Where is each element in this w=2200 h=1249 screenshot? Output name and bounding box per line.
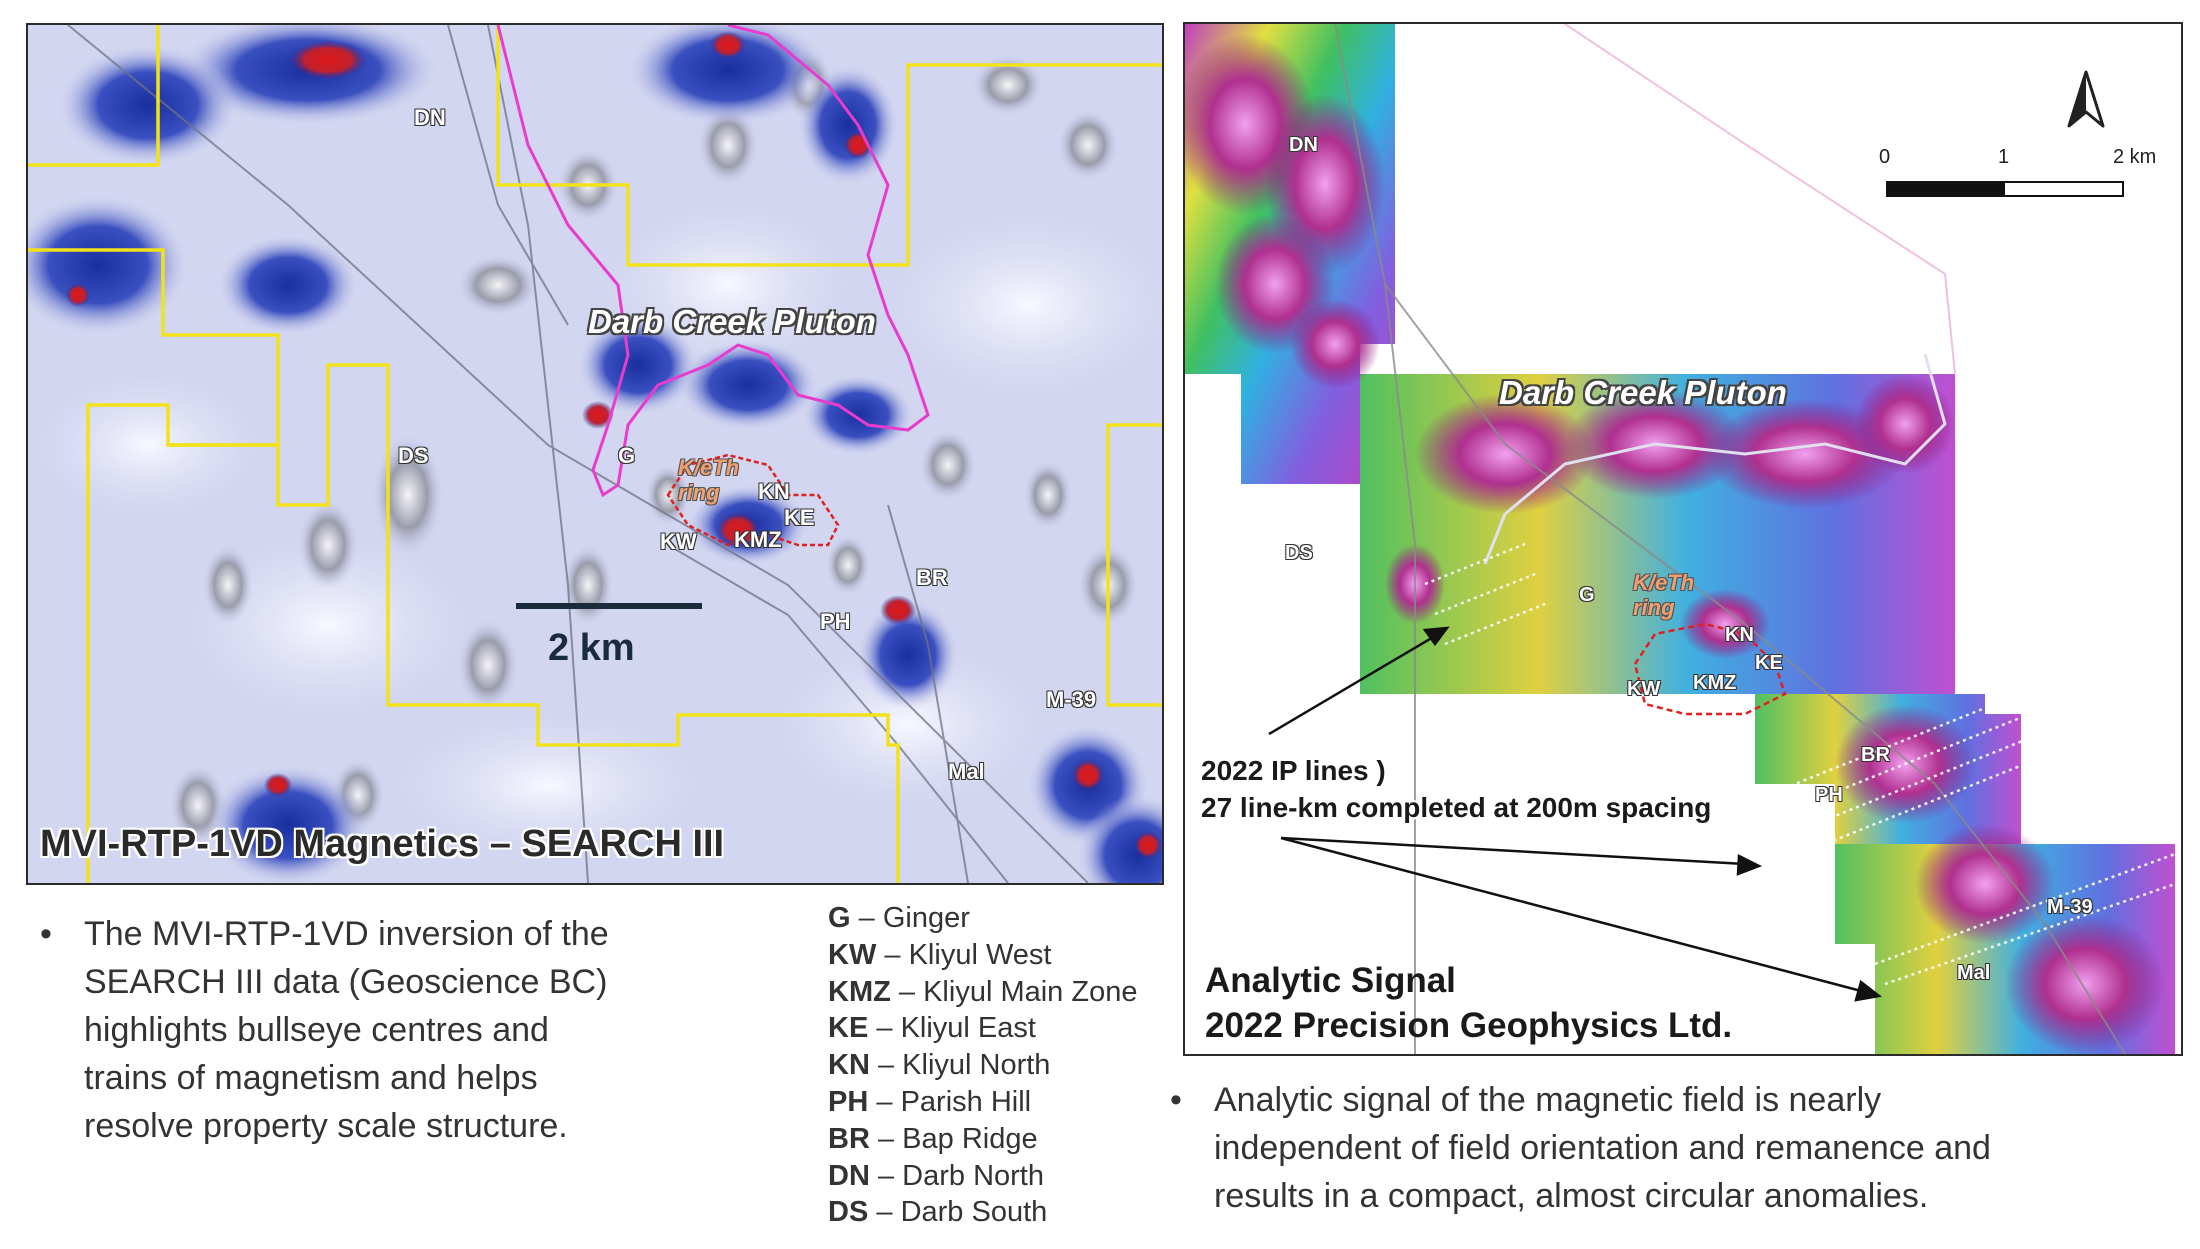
legend-row: DN – Darb North bbox=[828, 1158, 1137, 1195]
legend-row: PH – Parish Hill bbox=[828, 1084, 1137, 1121]
legend-separator: – bbox=[877, 1049, 895, 1082]
bullet-icon: • bbox=[40, 915, 52, 953]
legend-name: Bap Ridge bbox=[902, 1122, 1038, 1155]
legend-code: DN bbox=[828, 1159, 870, 1192]
map-label-br: BR bbox=[1861, 744, 1890, 766]
map-label-ke: KE bbox=[1755, 652, 1783, 674]
map-label-ph: PH bbox=[820, 609, 851, 634]
right-bullet-text: • Analytic signal of the magnetic field … bbox=[1170, 1076, 2180, 1236]
legend-separator: – bbox=[884, 938, 901, 971]
north-arrow-icon bbox=[2067, 70, 2105, 128]
left-bullet-text: • The MVI-RTP-1VD inversion of the SEARC… bbox=[40, 910, 760, 1160]
right-bullet-line: independent of field orientation and rem… bbox=[1214, 1129, 1991, 1167]
legend-row: KE – Kliyul East bbox=[828, 1010, 1137, 1047]
legend-code: KN bbox=[828, 1049, 870, 1082]
legend-row: KW – Kliyul West bbox=[828, 937, 1137, 974]
legend-code: BR bbox=[828, 1122, 870, 1155]
pluton-label: Darb Creek Pluton bbox=[1499, 374, 1787, 411]
legend-separator: – bbox=[858, 902, 875, 934]
left-bullet-lines: The MVI-RTP-1VD inversion of the SEARCH … bbox=[84, 910, 609, 1150]
magnetics-map-panel: DN DS G KN KE KW KMZ BR PH M-39 Mal Darb… bbox=[26, 23, 1164, 885]
map-label-kmz: KMZ bbox=[1693, 672, 1737, 694]
map-label-dn: DN bbox=[414, 105, 446, 130]
legend-code: KMZ bbox=[828, 975, 891, 1008]
map-label-dn: DN bbox=[1289, 134, 1318, 156]
legend-code: KE bbox=[828, 1012, 869, 1045]
legend-name: Darb North bbox=[902, 1159, 1044, 1192]
legend-row: DS – Darb South bbox=[828, 1194, 1137, 1231]
legend-row: KN – Kliyul North bbox=[828, 1047, 1137, 1084]
right-bullet-line: Analytic signal of the magnetic field is… bbox=[1214, 1081, 1882, 1119]
analytic-signal-map-panel: 0 1 2 km DN DS G KN KE KW KMZ BR PH M-39… bbox=[1183, 22, 2183, 1056]
legend-name: Kliyul North bbox=[902, 1049, 1051, 1082]
map-label-mal: Mal bbox=[948, 759, 985, 784]
legend-row: KMZ – Kliyul Main Zone bbox=[828, 974, 1137, 1011]
legend-code: KW bbox=[828, 938, 877, 971]
ring-label: K/eTh ring bbox=[1633, 570, 1694, 620]
ring-label-line1: K/eTh bbox=[1633, 570, 1695, 595]
legend-separator: – bbox=[877, 1159, 895, 1192]
map-label-m39: M-39 bbox=[1046, 687, 1097, 712]
right-bullet-line: results in a compact, almost circular an… bbox=[1214, 1177, 1929, 1215]
left-bullet-line: highlights bullseye centres and bbox=[84, 1011, 549, 1049]
magnetics-map-image bbox=[28, 25, 1162, 883]
legend-separator: – bbox=[876, 1012, 893, 1045]
legend-separator: – bbox=[898, 975, 916, 1008]
legend-code: DS bbox=[828, 1196, 869, 1229]
map-label-m39: M-39 bbox=[2047, 896, 2093, 918]
map-label-mal: Mal bbox=[1957, 962, 1991, 984]
legend-row: BR – Bap Ridge bbox=[828, 1121, 1137, 1158]
legend-name: Kliyul East bbox=[900, 1012, 1036, 1045]
ring-label-line2: ring bbox=[678, 480, 720, 505]
map-title-line1: Analytic Signal bbox=[1205, 961, 1456, 1000]
map-label-ds: DS bbox=[1285, 542, 1313, 564]
left-bullet-line: SEARCH III data (Geoscience BC) bbox=[84, 963, 608, 1001]
pluton-label: Darb Creek Pluton bbox=[588, 303, 876, 340]
legend-name: Ginger bbox=[882, 902, 970, 934]
left-bullet-line: trains of magnetism and helps bbox=[84, 1059, 538, 1097]
scale-tick-1: 1 bbox=[1998, 146, 2010, 168]
ring-label-line1: K/eTh bbox=[678, 455, 740, 480]
ring-label: K/eTh ring bbox=[678, 455, 739, 505]
left-bullet-line: resolve property scale structure. bbox=[84, 1107, 568, 1145]
legend-name: Kliyul West bbox=[908, 938, 1052, 971]
scale-tick-0: 0 bbox=[1879, 146, 1891, 168]
ip-lines-line2: 27 line-km completed at 200m spacing bbox=[1201, 792, 1712, 823]
map-label-ke: KE bbox=[784, 505, 815, 530]
legend-name: Kliyul Main Zone bbox=[923, 975, 1138, 1008]
map-label-g: G bbox=[618, 443, 636, 468]
analytic-signal-map-image bbox=[1185, 24, 2181, 1054]
legend-row: G – Ginger bbox=[828, 900, 1137, 937]
map-title-line2: 2022 Precision Geophysics Ltd. bbox=[1205, 1006, 1733, 1045]
map-title: Analytic Signal 2022 Precision Geophysic… bbox=[1205, 958, 1732, 1048]
bullet-icon: • bbox=[1170, 1081, 1182, 1119]
map-label-kw: KW bbox=[1627, 678, 1661, 700]
legend-separator: – bbox=[876, 1085, 893, 1118]
ip-lines-annotation: 2022 IP lines ) 27 line-km completed at … bbox=[1201, 752, 1711, 826]
map-label-ds: DS bbox=[398, 443, 429, 468]
legend-code: PH bbox=[828, 1085, 869, 1118]
map-label-br: BR bbox=[916, 565, 948, 590]
ip-lines-line1: 2022 IP lines ) bbox=[1201, 755, 1386, 786]
map-label-kw: KW bbox=[660, 529, 697, 554]
map-label-kmz: KMZ bbox=[734, 527, 782, 552]
legend-code: G bbox=[828, 902, 851, 934]
scale-tick-2: 2 km bbox=[2113, 146, 2157, 168]
left-bullet-line: The MVI-RTP-1VD inversion of the bbox=[84, 915, 609, 953]
legend-name: Darb South bbox=[900, 1196, 1048, 1229]
ring-label-line2: ring bbox=[1633, 595, 1675, 620]
map-title: MVI-RTP-1VD Magnetics – SEARCH III bbox=[40, 823, 725, 865]
legend-name: Parish Hill bbox=[900, 1085, 1032, 1118]
scale-label: 2 km bbox=[548, 627, 635, 669]
map-label-ph: PH bbox=[1815, 784, 1843, 806]
map-label-kn: KN bbox=[1725, 624, 1754, 646]
legend-separator: – bbox=[877, 1122, 895, 1155]
map-label-g: G bbox=[1579, 584, 1595, 606]
right-bullet-lines: Analytic signal of the magnetic field is… bbox=[1214, 1076, 1991, 1220]
abbreviation-legend: G – Ginger KW – Kliyul West KMZ – Kliyul M… bbox=[828, 900, 1137, 1231]
legend-separator: – bbox=[876, 1196, 893, 1229]
map-label-kn: KN bbox=[758, 479, 790, 504]
